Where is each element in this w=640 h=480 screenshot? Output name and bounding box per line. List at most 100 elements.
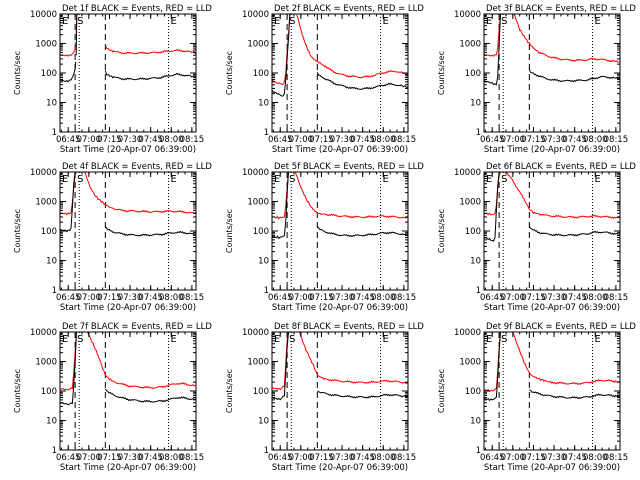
marker-label-s: S [289, 16, 295, 27]
x-tick-label: 08:00 [583, 293, 608, 303]
x-tick-label: 07:45 [138, 293, 163, 303]
marker-label-s: S [501, 174, 507, 185]
x-tick-label: 08:00 [371, 293, 396, 303]
plot-frame [483, 331, 621, 451]
lld-series-line [505, 172, 620, 219]
marker-label-e: E [62, 334, 68, 345]
events-series-line [529, 389, 620, 400]
plot-frame [59, 331, 197, 451]
y-tick-label: 100 [41, 227, 57, 237]
x-tick-label: 07:15 [97, 453, 122, 463]
x-tick-label: 07:30 [542, 135, 567, 145]
marker-label-e: E [486, 174, 492, 185]
marker-label-s: S [77, 334, 83, 345]
series-group [272, 14, 408, 97]
x-tick-label: 07:15 [309, 135, 334, 145]
y-tick-label: 10000 [242, 328, 269, 338]
y-tick-label: 10000 [242, 168, 269, 178]
lld-series-line [60, 172, 196, 216]
y-tick-label: 100 [465, 69, 481, 79]
x-tick-label: 08:15 [604, 293, 629, 303]
marker-label-e: E [486, 334, 492, 345]
panel-title: Det 5f BLACK = Events, RED = LLD [274, 162, 424, 172]
x-tick-label: 08:15 [180, 135, 205, 145]
events-series-line [529, 226, 620, 237]
events-series-line [316, 226, 408, 238]
y-tick-label: 10000 [242, 10, 269, 20]
y-tick-label: 1 [52, 128, 57, 138]
x-tick-label: 08:00 [583, 135, 608, 145]
y-tick-label: 10000 [454, 168, 481, 178]
x-tick-label: 06:45 [268, 135, 293, 145]
marker-label-e: E [171, 16, 177, 27]
lld-series-line [60, 332, 77, 391]
marker-label-e: E [62, 174, 68, 185]
x-tick-label: 07:45 [562, 293, 587, 303]
x-tick-label: 07:45 [350, 453, 375, 463]
x-tick-label: 07:00 [289, 453, 314, 463]
x-axis-label: Start Time (20-Apr-07 06:39:00) [272, 303, 408, 313]
marker-label-e: E [383, 334, 389, 345]
marker-label-e: E [383, 16, 389, 27]
y-tick-label: 1000 [35, 198, 57, 208]
plot-frame [483, 13, 621, 133]
marker-label-e: E [595, 16, 601, 27]
x-tick-label: 07:45 [138, 135, 163, 145]
x-tick-label: 08:15 [392, 293, 417, 303]
marker-label-s: S [289, 334, 295, 345]
x-tick-label: 06:45 [480, 135, 505, 145]
x-tick-label: 08:15 [392, 453, 417, 463]
x-tick-label: 07:15 [97, 135, 122, 145]
y-tick-label: 100 [253, 227, 269, 237]
x-tick-label: 08:00 [583, 453, 608, 463]
y-tick-label: 100 [465, 387, 481, 397]
x-tick-label: 08:15 [180, 453, 205, 463]
events-series-line [317, 390, 408, 399]
x-tick-label: 08:15 [180, 293, 205, 303]
x-tick-label: 07:00 [77, 453, 102, 463]
y-tick-label: 10 [46, 257, 57, 267]
series-group [272, 332, 408, 401]
x-tick-label: 07:30 [330, 453, 355, 463]
marker-label-e: E [171, 334, 177, 345]
x-tick-label: 06:45 [268, 453, 293, 463]
events-series-line [272, 172, 289, 240]
x-tick-label: 08:00 [371, 453, 396, 463]
y-tick-label: 1000 [247, 358, 269, 368]
y-tick-label: 1 [476, 446, 481, 456]
events-series-line [104, 225, 196, 237]
y-tick-label: 1000 [247, 40, 269, 50]
y-tick-label: 10000 [30, 10, 57, 20]
x-tick-label: 07:45 [138, 453, 163, 463]
y-tick-label: 10000 [30, 328, 57, 338]
x-tick-label: 08:00 [159, 293, 184, 303]
x-tick-label: 07:00 [501, 135, 526, 145]
y-tick-label: 1000 [459, 358, 481, 368]
y-axis-label: Counts/sec [437, 209, 446, 253]
x-tick-label: 07:45 [562, 135, 587, 145]
y-tick-label: 10 [470, 99, 481, 109]
marker-label-e: E [274, 16, 280, 27]
y-tick-label: 1 [264, 446, 269, 456]
y-tick-label: 10000 [30, 168, 57, 178]
x-axis-label: Start Time (20-Apr-07 06:39:00) [60, 145, 196, 155]
x-tick-label: 07:30 [118, 453, 143, 463]
y-tick-label: 100 [465, 227, 481, 237]
x-axis-label: Start Time (20-Apr-07 06:39:00) [272, 463, 408, 473]
y-tick-label: 1000 [35, 40, 57, 50]
y-tick-label: 1 [476, 286, 481, 296]
marker-label-s: S [501, 334, 507, 345]
y-axis-label: Counts/sec [225, 51, 234, 95]
x-tick-label: 07:15 [309, 453, 334, 463]
x-axis-label: Start Time (20-Apr-07 06:39:00) [484, 145, 620, 155]
x-tick-label: 06:45 [480, 453, 505, 463]
y-tick-label: 100 [253, 69, 269, 79]
events-series-line [528, 69, 620, 83]
x-tick-label: 06:45 [480, 293, 505, 303]
y-axis-label: Counts/sec [13, 209, 22, 253]
x-axis-label: Start Time (20-Apr-07 06:39:00) [484, 463, 620, 473]
plot-frame [59, 171, 197, 291]
